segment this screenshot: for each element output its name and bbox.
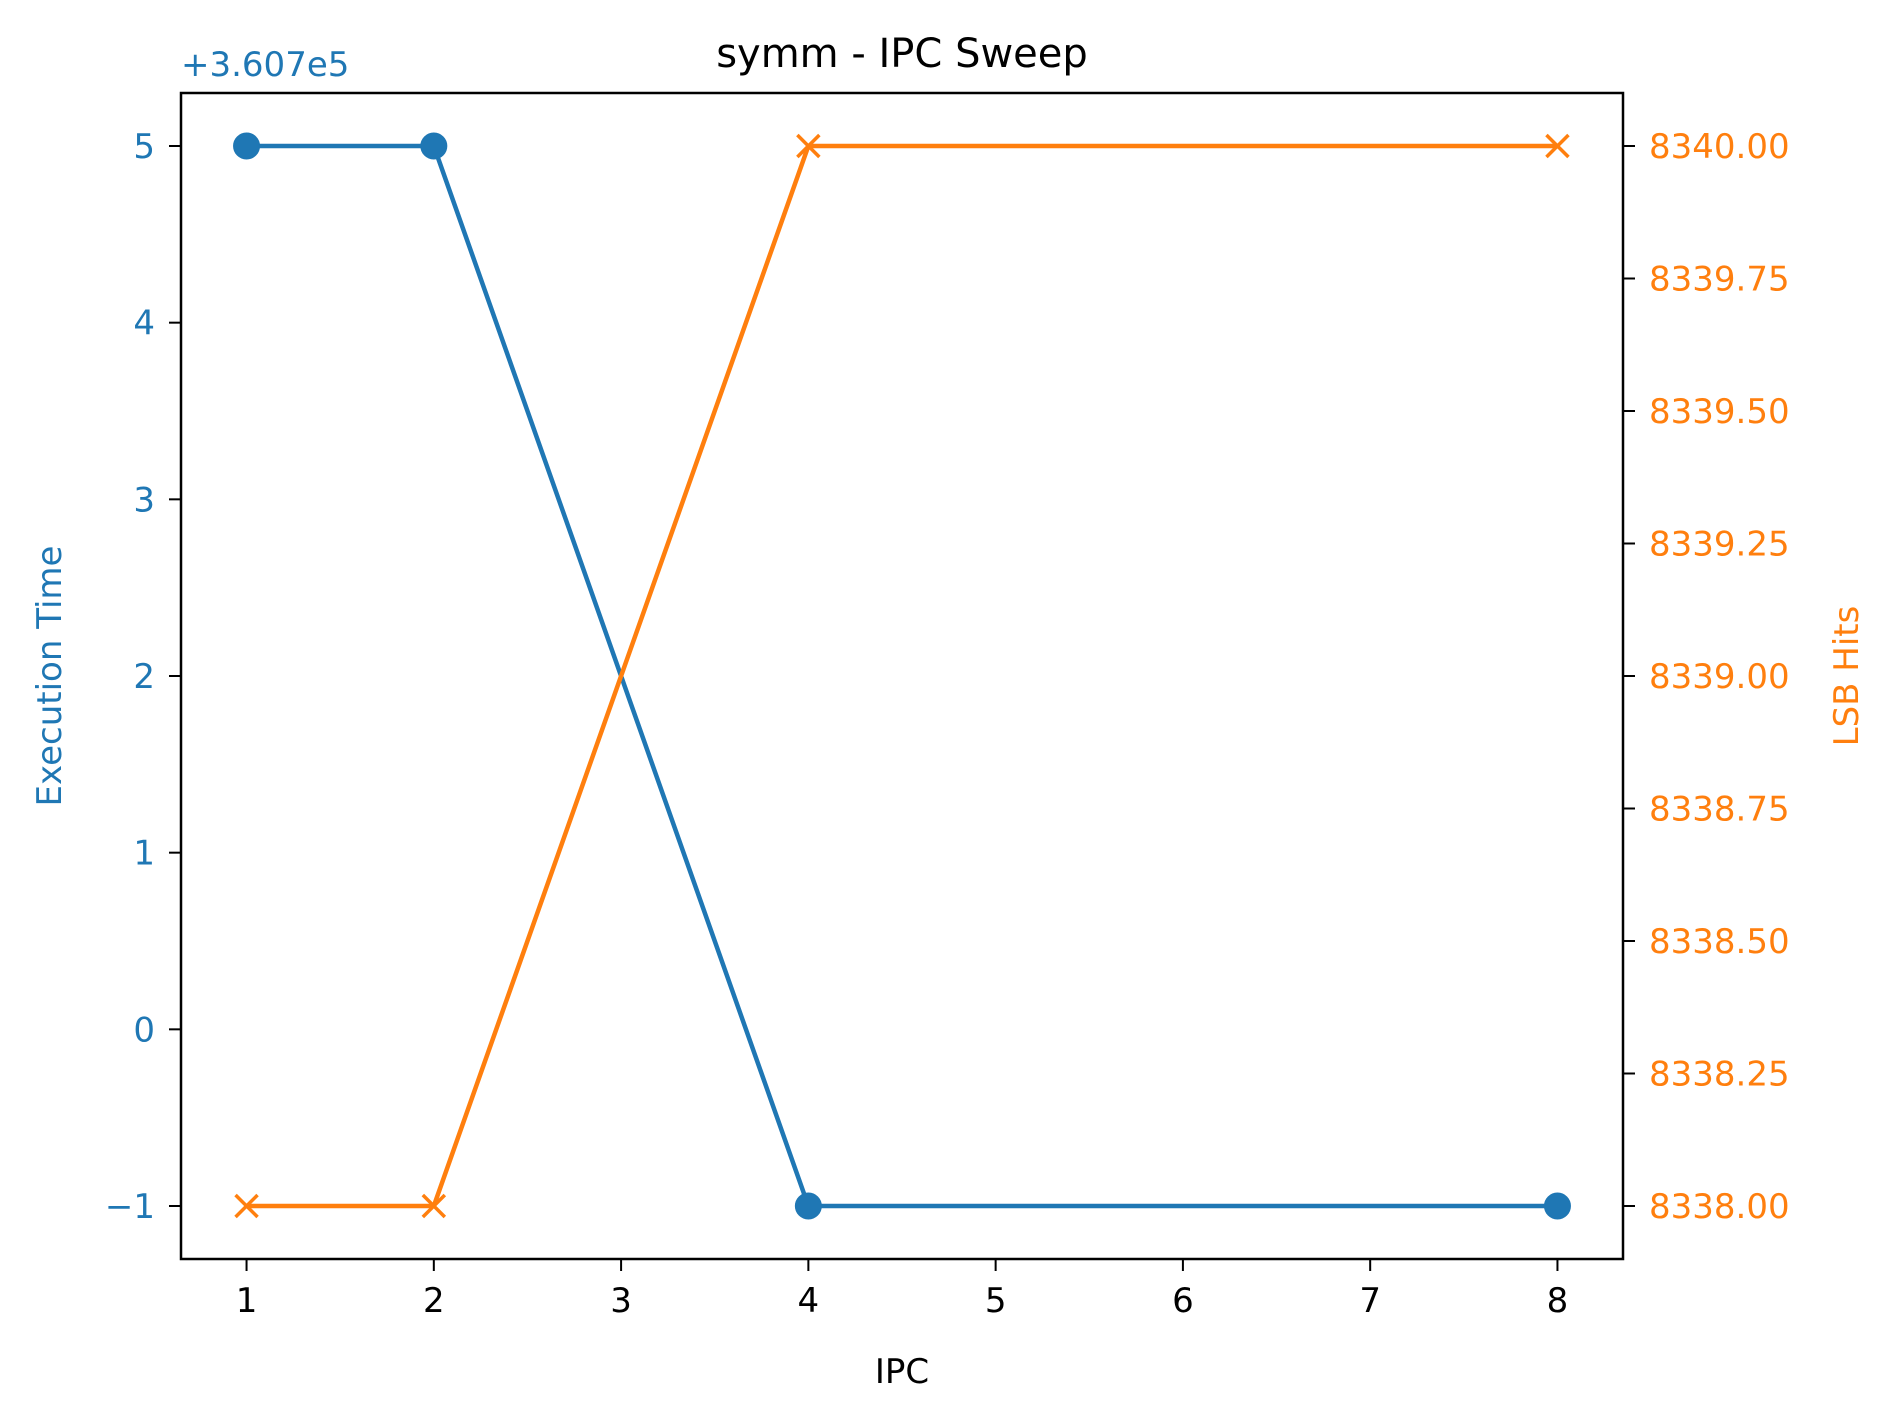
y-right-tick-label: 8338.75 [1649,790,1790,830]
y-right-tick-label: 8338.00 [1649,1187,1790,1227]
x-tick-label: 2 [423,1281,445,1321]
y-left-tick-label: 2 [133,657,155,697]
x-tick-label: 4 [798,1281,820,1321]
y-right-tick-label: 8338.50 [1649,922,1790,962]
y-left-tick-label: 5 [133,127,155,167]
chart-title: symm - IPC Sweep [716,31,1088,77]
y-axis-left-offset-label: +3.607e5 [181,45,349,85]
y-left-tick-label: 4 [133,304,155,344]
x-tick-label: 5 [985,1281,1007,1321]
y-right-tick-label: 8340.00 [1649,127,1790,167]
y-left-tick-label: −1 [105,1187,155,1227]
y-right-tick-label: 8338.25 [1649,1055,1790,1095]
data-point-execution-time [421,133,447,159]
data-point-execution-time [1544,1193,1570,1219]
plot-area [181,93,1623,1259]
x-tick-label: 6 [1172,1281,1194,1321]
y-left-tick-label: 0 [133,1010,155,1050]
x-tick-label: 1 [236,1281,258,1321]
y-left-tick-label: 3 [133,480,155,520]
y-axis-left-label: Execution Time [30,546,70,807]
y-left-tick-label: 1 [133,834,155,874]
x-tick-label: 8 [1547,1281,1569,1321]
x-tick-label: 7 [1359,1281,1381,1321]
y-right-tick-label: 8339.25 [1649,525,1790,565]
y-right-tick-label: 8339.75 [1649,260,1790,300]
y-axis-right-label: LSB Hits [1827,606,1867,747]
data-point-execution-time [795,1193,821,1219]
x-tick-label: 3 [610,1281,632,1321]
y-right-tick-label: 8339.50 [1649,392,1790,432]
y-right-tick-label: 8339.00 [1649,657,1790,697]
x-axis-label: IPC [875,1352,929,1392]
data-point-execution-time [234,133,260,159]
